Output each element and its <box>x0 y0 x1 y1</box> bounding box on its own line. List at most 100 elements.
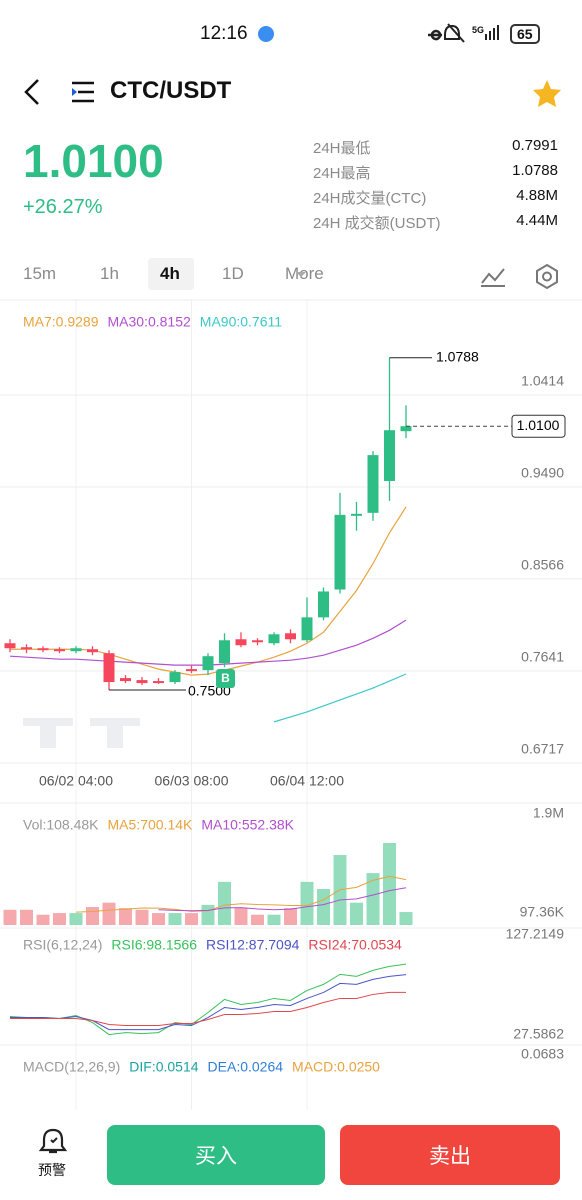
candle-body <box>301 617 313 641</box>
legend-entry: MACD:0.0250 <box>292 1059 380 1075</box>
candle-body <box>120 678 131 682</box>
indicator-line <box>158 887 407 912</box>
favorite-star[interactable] <box>533 80 561 107</box>
candle-body <box>252 640 263 643</box>
status-network: 5G <box>472 25 485 35</box>
indicator-icon[interactable] <box>481 268 505 287</box>
volume-bar <box>251 914 264 925</box>
volume-bar <box>234 908 248 925</box>
tool-icons <box>296 263 558 290</box>
candle-body <box>202 656 214 671</box>
y-tick-label: 0.6717 <box>521 741 564 757</box>
back-button[interactable] <box>24 79 39 105</box>
volume-bar <box>185 913 198 925</box>
volume-bar <box>86 907 99 925</box>
candle-body <box>70 648 82 652</box>
y-tick-label: 0.7641 <box>521 649 564 665</box>
y-tick-label: 1.9M <box>533 805 564 821</box>
legend-entry: DIF:0.0514 <box>129 1059 198 1075</box>
chart-area: 06/02 04:00 06/03 08:00 06/04 12:00 1.0414 0… <box>0 299 582 1110</box>
price-change: +26.27% <box>23 196 103 218</box>
y-tick-label: 127.2149 <box>506 926 565 942</box>
volume-bar <box>20 909 33 925</box>
candle-body <box>21 647 32 650</box>
watermark <box>23 718 140 748</box>
candle-body <box>186 669 197 672</box>
legend-title: RSI(6,12,24) <box>23 937 102 953</box>
indicator-line <box>10 506 407 676</box>
menu-icon[interactable] <box>72 81 94 103</box>
legend-entry: RSI24:70.0534 <box>308 937 402 953</box>
candle-body <box>136 680 148 684</box>
candle-body <box>367 455 379 513</box>
legend-entry: RSI12:87.7094 <box>206 937 300 953</box>
active-tab-bg <box>148 258 194 290</box>
volume-bar <box>383 843 396 925</box>
y-tick-label: 1.0414 <box>521 373 564 389</box>
volume-bar <box>3 909 17 925</box>
candle-body <box>384 430 395 481</box>
stat-value: 1.0788 <box>512 162 558 179</box>
status-battery: 65 <box>510 24 540 44</box>
last-price: 1.0100 <box>23 135 164 187</box>
stat-value: 4.44M <box>516 212 558 229</box>
alert-icon[interactable] <box>38 1126 68 1156</box>
settings-icon[interactable] <box>536 263 558 290</box>
legend-entry: MA10:552.38K <box>201 817 294 833</box>
buy-marker <box>216 669 235 688</box>
timeframe-tab[interactable]: 15m <box>23 264 57 283</box>
stat-value: 4.88M <box>516 187 558 204</box>
candle-body <box>285 633 296 640</box>
x-tick-label: 06/04 12:00 <box>270 773 344 789</box>
header-icons <box>24 23 561 107</box>
legend-entry: MA7:0.9289 <box>23 314 99 330</box>
timeframe-tab[interactable]: 1D <box>222 264 244 283</box>
indicator-line <box>10 974 407 1031</box>
timeframe-tab[interactable]: 1h <box>100 264 119 283</box>
timeframe-tab[interactable]: 4h <box>160 264 180 283</box>
last-price-label: 1.0100 <box>517 417 560 433</box>
y-tick-label: 0.8566 <box>521 557 564 573</box>
candle-body <box>153 681 164 684</box>
candle-body <box>351 513 362 516</box>
volume-bar <box>317 888 330 925</box>
volume-bar <box>267 914 281 925</box>
x-tick-label: 06/03 08:00 <box>155 773 229 789</box>
y-tick-label: 0.0683 <box>521 1046 564 1062</box>
y-tick-label: 97.36K <box>520 903 565 919</box>
sell-button[interactable]: 卖出 <box>340 1125 560 1185</box>
candle-body <box>4 643 16 649</box>
candle-body <box>103 653 115 683</box>
last-price-tag <box>511 414 566 438</box>
y-tick-label: 27.5862 <box>513 1026 564 1042</box>
legend-entry: DEA:0.0264 <box>208 1059 284 1075</box>
candle-body <box>318 591 329 618</box>
candle-body <box>268 634 280 644</box>
candle-body <box>334 514 346 590</box>
alert-label[interactable]: 预警 <box>38 1162 66 1178</box>
volume-bar <box>284 908 297 925</box>
candle-body <box>235 639 247 646</box>
status-time: 12:16 <box>200 23 248 44</box>
buy-button[interactable]: 买入 <box>107 1125 325 1185</box>
indicator-line <box>273 673 407 723</box>
volume-bar <box>69 913 83 925</box>
legend-entry: MA5:700.14K <box>108 817 193 833</box>
legend-entry: MA30:0.8152 <box>108 314 191 330</box>
buy-marker-label: B <box>221 671 230 685</box>
stat-label: 24H最低 <box>313 140 371 157</box>
indicator-line <box>10 991 407 1027</box>
high-label: 1.0788 <box>436 348 479 364</box>
volume-bar <box>119 908 132 925</box>
candle-body <box>169 672 181 683</box>
volume-bar <box>201 904 215 925</box>
stat-value: 0.7991 <box>512 137 558 154</box>
candle-body <box>54 649 65 652</box>
candle-body <box>219 640 230 664</box>
legend-entry: MA90:0.7611 <box>200 314 282 330</box>
candle-body <box>37 648 49 651</box>
volume-bar <box>350 902 363 925</box>
pair-title: CTC/USDT <box>110 77 232 104</box>
stat-label: 24H最高 <box>313 165 371 182</box>
legend-title: Vol:108.48K <box>23 817 99 833</box>
